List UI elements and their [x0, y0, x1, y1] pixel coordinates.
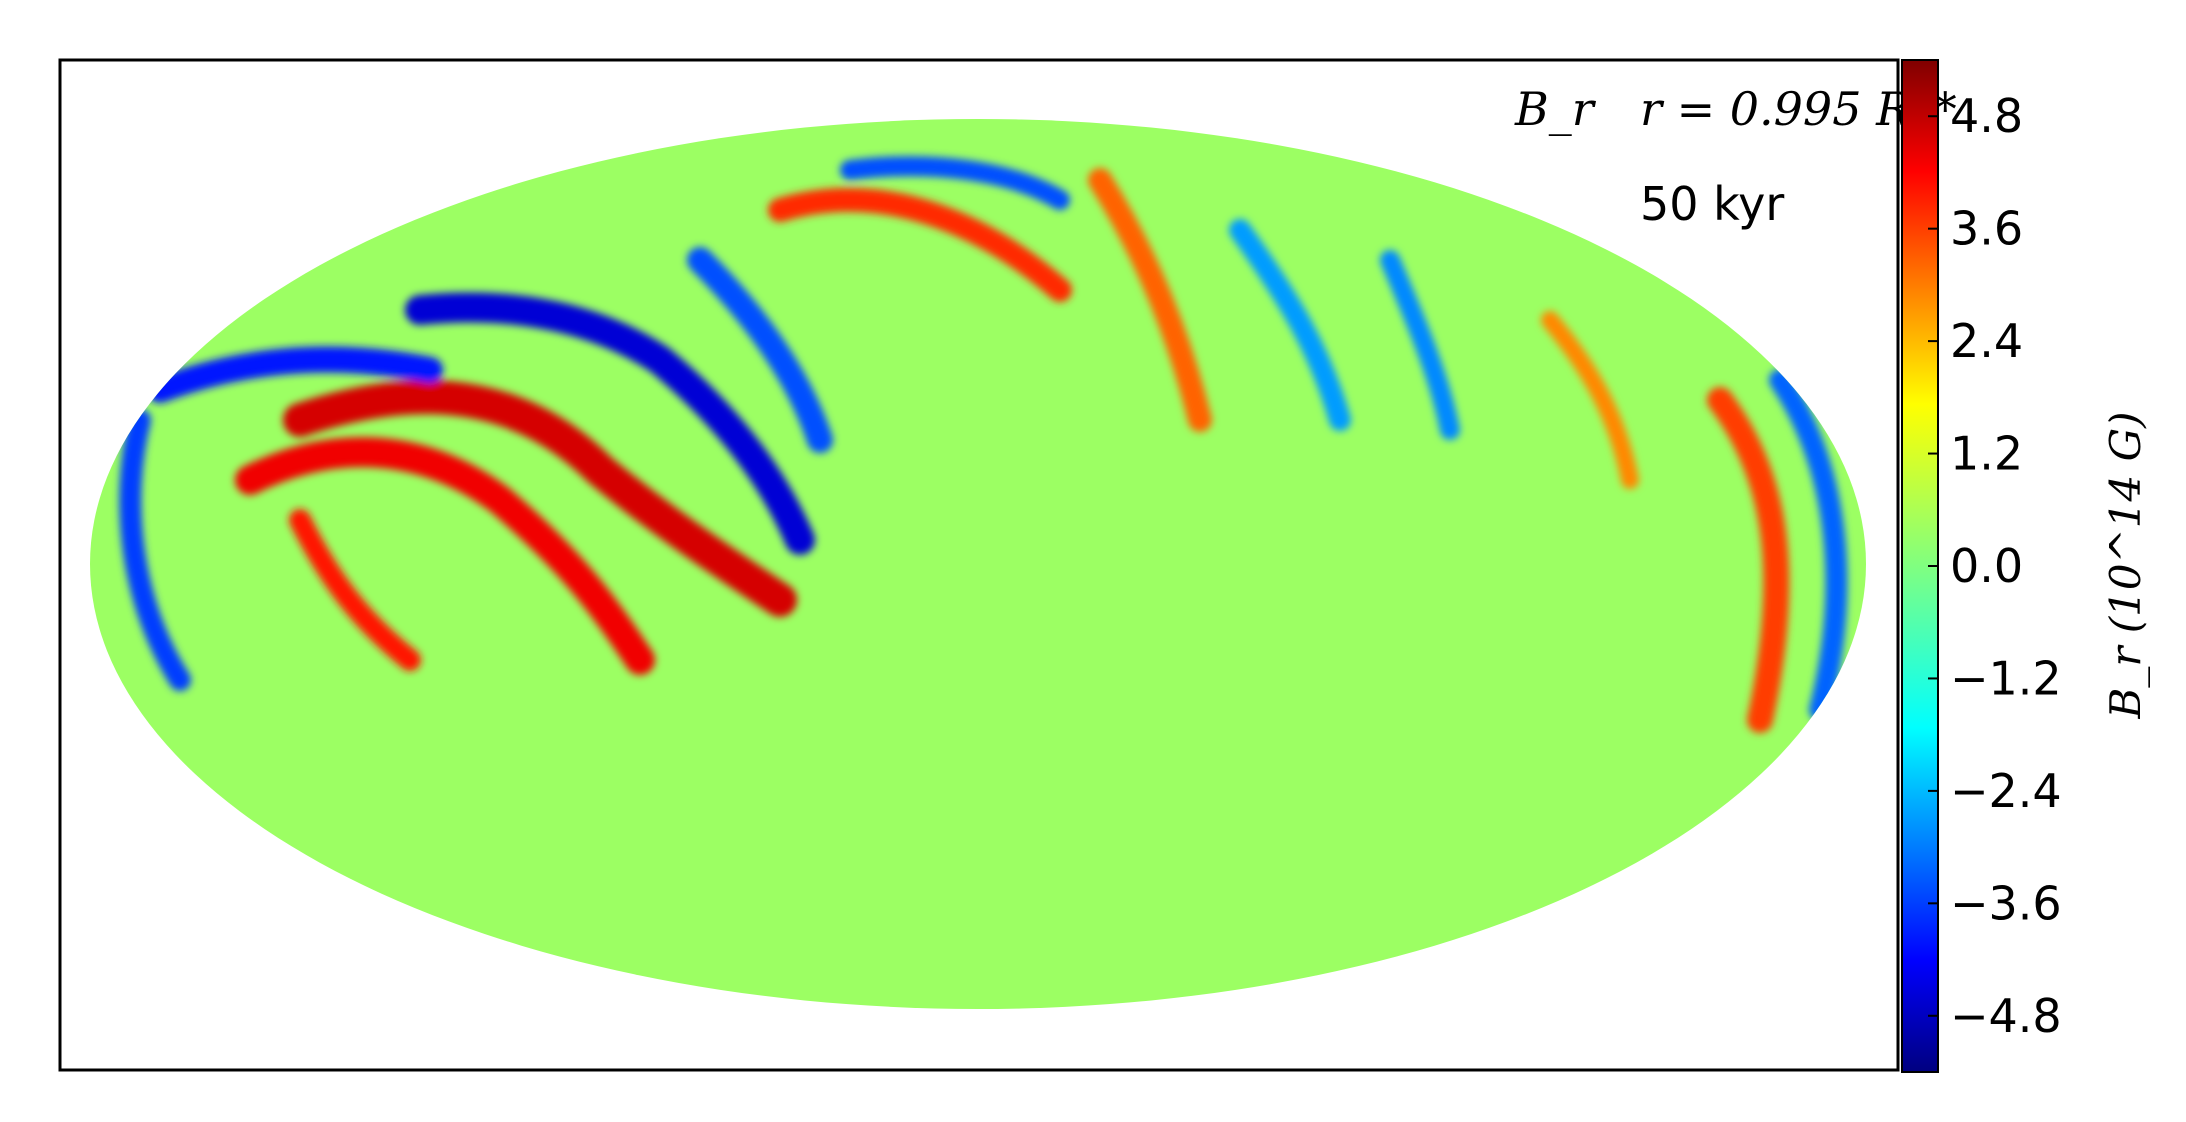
colorbar: 4.8 3.6 2.4 1.2 0.0 −1.2 −2.4 −3.6 −4.8 B_r (10^… — [1901, 59, 2150, 1073]
colorbar-tick-label: −2.4 — [1950, 764, 2062, 818]
field-band — [1380, 250, 1460, 440]
field-negative-band — [687, 247, 833, 453]
colorbar-tick-label: −1.2 — [1950, 651, 2062, 705]
field-band — [1707, 387, 1790, 733]
field-band — [119, 409, 191, 691]
field-positive-band — [235, 437, 655, 675]
colorbar-label: B_r (10^14 G) — [2101, 411, 2150, 719]
colorbar-tick-label: 2.4 — [1950, 314, 2023, 368]
map-background — [90, 119, 1866, 1009]
field-positive-band — [768, 187, 1072, 302]
field-positive-band — [283, 380, 797, 617]
field-band — [289, 509, 421, 671]
field-band — [840, 156, 1070, 210]
field-negative-band — [1229, 219, 1351, 431]
field-negative-band — [147, 346, 443, 403]
field-band — [1769, 369, 1848, 721]
field-positive-band — [1088, 168, 1212, 432]
field-label: B_r — [1514, 82, 1597, 136]
colorbar-tick-label: 3.6 — [1950, 202, 2023, 256]
colorbar-tick-label: 4.8 — [1950, 89, 2023, 143]
colorbar-tick-label: −4.8 — [1950, 989, 2062, 1043]
field-band — [1541, 311, 1639, 489]
colorbar-tick-label: 0.0 — [1950, 539, 2023, 593]
field-negative-band — [405, 292, 815, 555]
colorbar-tick-label: 1.2 — [1950, 427, 2023, 481]
mollweide-map — [90, 119, 1866, 1009]
colorbar-tick-label: −3.6 — [1950, 876, 2062, 930]
time-label: 50 kyr — [1640, 177, 1784, 231]
